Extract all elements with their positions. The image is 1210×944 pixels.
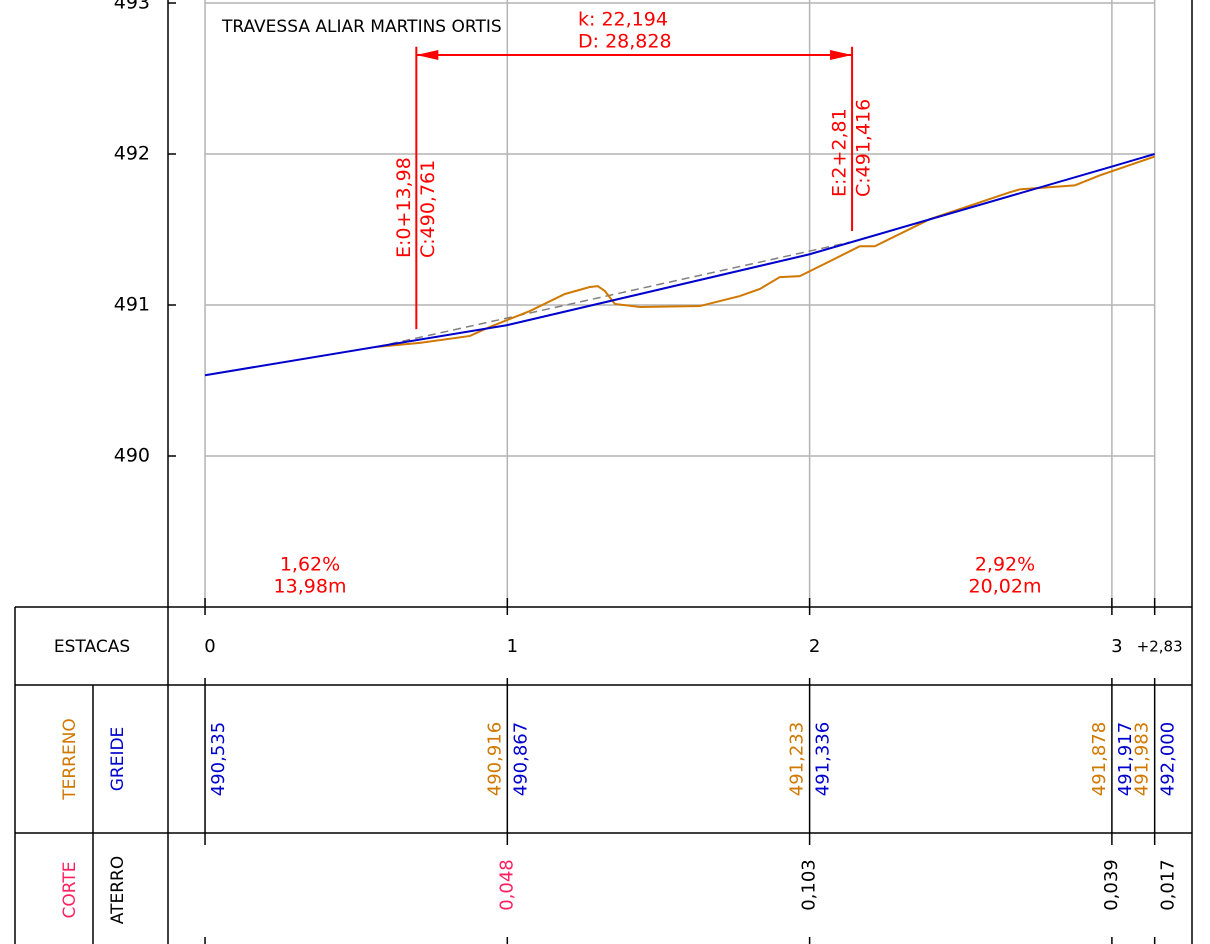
greide-value: 492,000 (1158, 722, 1179, 796)
y-tick-label: 493 (114, 0, 150, 14)
row-label: GREIDE (108, 727, 128, 792)
marker-label: C:490,761 (417, 160, 439, 258)
terreno-value: 491,878 (1089, 722, 1110, 796)
terreno-value: 491,983 (1132, 722, 1153, 796)
x-tick-label: +2,83 (1137, 638, 1183, 656)
terreno-value: 491,233 (787, 722, 808, 796)
y-tick-label: 490 (114, 445, 150, 467)
profile-line (376, 241, 850, 348)
greide-value: 490,867 (510, 722, 531, 796)
marker-label: E:2+2,81 (829, 108, 851, 197)
y-tick-label: 491 (114, 294, 150, 316)
arrow-head (830, 50, 853, 60)
curve-d: D: 28,828 (578, 31, 672, 53)
corte-aterro-value: 0,017 (1158, 859, 1179, 911)
corte-aterro-value: 0,103 (799, 859, 820, 911)
greide-value: 491,336 (813, 722, 834, 796)
grade: 2,92% (975, 554, 1035, 576)
curve-k: k: 22,194 (578, 9, 668, 31)
arrow-head (416, 50, 439, 60)
marker-label: C:491,416 (853, 99, 875, 197)
profile-line (376, 155, 1155, 348)
x-tick-label: 3 (1111, 636, 1122, 657)
corte-aterro-value: 0,048 (496, 859, 517, 911)
row-label: TERRENO (60, 718, 80, 801)
grade-length: 13,98m (274, 576, 347, 598)
grade: 1,62% (280, 554, 340, 576)
x-tick-label: 0 (204, 636, 215, 657)
corte-aterro-value: 0,039 (1101, 859, 1122, 911)
row-label: ESTACAS (54, 637, 130, 657)
grade-length: 20,02m (969, 576, 1042, 598)
title: TRAVESSA ALIAR MARTINS ORTIS (221, 17, 502, 37)
row-label: ATERRO (108, 856, 128, 924)
profile-line (204, 153, 1155, 377)
x-tick-label: 1 (507, 636, 518, 657)
y-tick-label: 492 (114, 143, 150, 165)
greide-value: 490,535 (208, 722, 229, 796)
x-tick-label: 2 (809, 636, 820, 657)
row-label: CORTE (60, 862, 80, 919)
terreno-value: 490,916 (484, 722, 505, 796)
greide-value: 491,917 (1115, 722, 1136, 796)
marker-label: E:0+13,98 (393, 157, 415, 258)
